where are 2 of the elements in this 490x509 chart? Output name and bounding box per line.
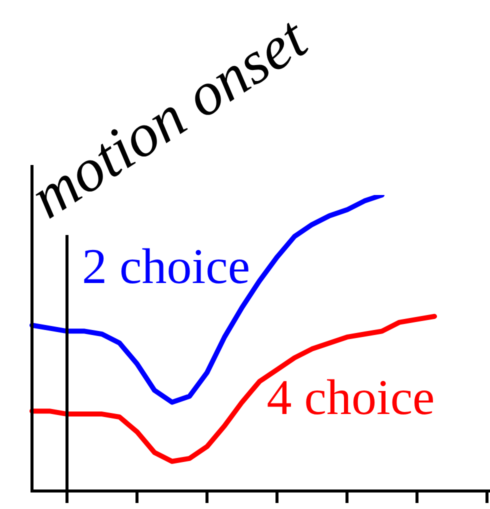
series-label: 2 choice: [82, 238, 250, 294]
series-label: 4 choice: [266, 369, 435, 426]
